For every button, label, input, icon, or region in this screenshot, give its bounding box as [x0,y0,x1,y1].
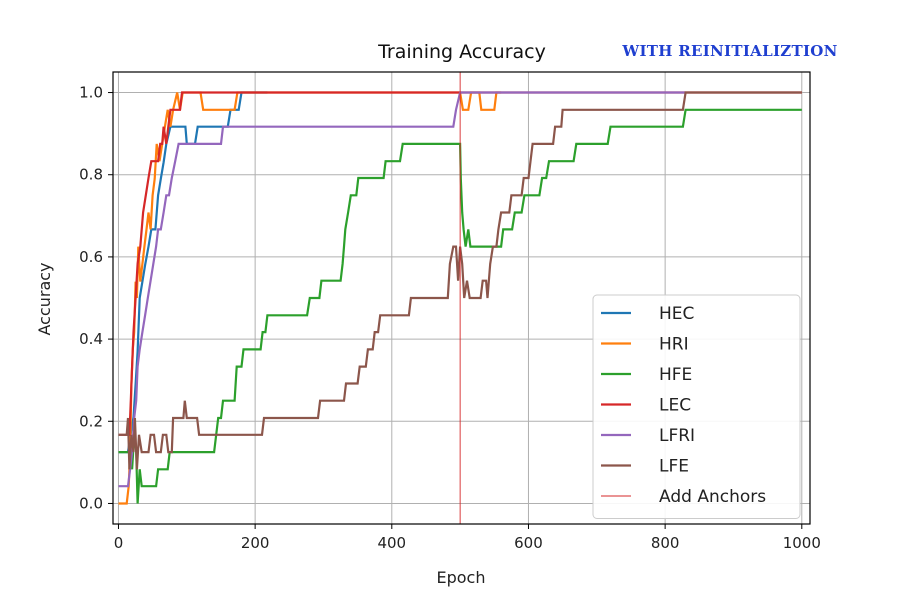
legend-label-5: LFE [659,457,689,477]
x-tick-label-0: 0 [114,534,124,552]
legend-label-4: LFRI [659,426,695,446]
series-line-hfe [118,108,802,504]
y-axis-ticks: 0.0 0.2 0.4 0.6 0.8 1.0 [79,84,113,512]
x-tick-label-5: 1000 [783,534,821,552]
y-tick-label-0: 0.0 [79,494,103,512]
legend-label-6: Add Anchors [659,487,766,507]
legend-label-3: LEC [659,396,691,416]
series-lines [118,91,802,505]
y-tick-label-2: 0.4 [79,330,103,348]
x-axis-title: Epoch [437,568,486,587]
y-tick-label-5: 1.0 [79,84,103,102]
series-line-lec [118,91,802,436]
reinitialization-annotation: WITH REINITIALIZTION [621,42,837,60]
x-tick-label-2: 400 [377,534,406,552]
legend-label-2: HFE [659,365,692,385]
legend-label-0: HEC [659,304,694,324]
x-tick-label-4: 800 [651,534,680,552]
chart-title: Training Accuracy [377,41,546,63]
series-line-lfe [118,91,802,470]
y-axis-title: Accuracy [35,262,54,335]
legend-label-1: HRI [659,335,689,355]
y-tick-label-4: 0.8 [79,166,103,184]
plot-frame [112,71,811,525]
x-tick-label-1: 200 [241,534,270,552]
series-line-lfri [118,91,686,488]
legend: HEC HRI HFE LEC LFRI LFE Add Anchors [592,294,801,519]
legend-box [592,294,801,519]
y-tick-label-3: 0.6 [79,248,103,266]
y-tick-label-1: 0.2 [79,412,103,430]
x-axis-ticks: 0 200 400 600 800 1000 [114,524,821,552]
x-tick-label-3: 600 [514,534,543,552]
